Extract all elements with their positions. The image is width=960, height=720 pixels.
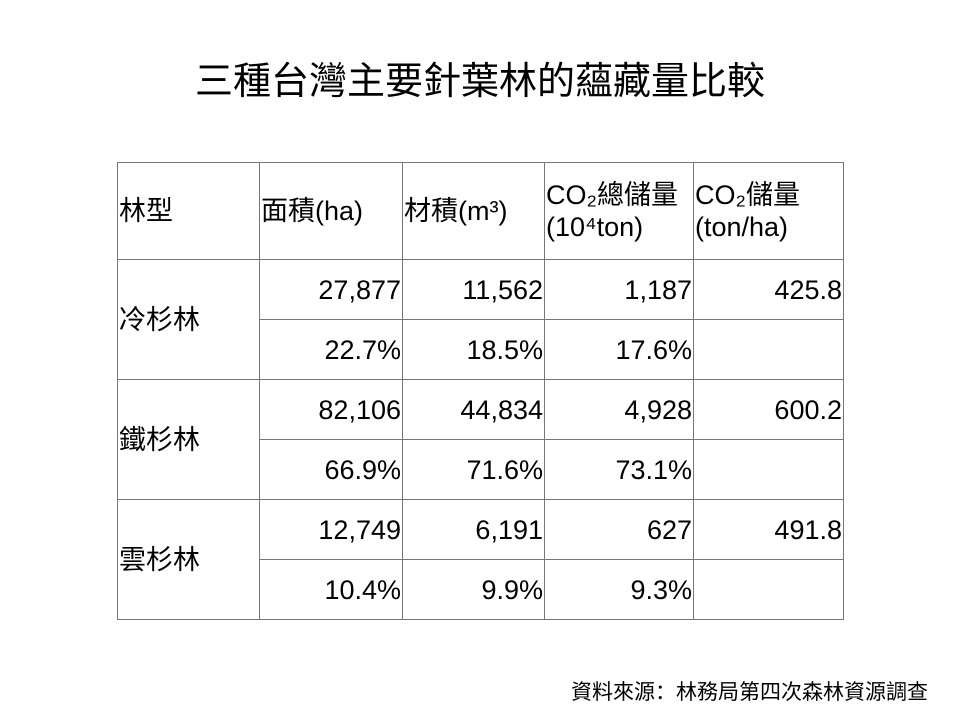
value-cell: 425.8	[693, 259, 844, 320]
value-cell: 27,877	[259, 259, 403, 320]
header-row: 林型 面積(ha) 材積(m³) CO₂總儲量(10⁴ton) CO₂儲量(ton/ha…	[117, 162, 844, 260]
share-cell: 22.7%	[259, 319, 403, 380]
empty-cell	[693, 319, 844, 380]
value-cell: 6,191	[402, 499, 545, 560]
share-cell: 73.1%	[544, 439, 694, 500]
header-cell: CO₂儲量(ton/ha)	[693, 162, 844, 260]
group-name: 鐵杉林	[117, 379, 260, 500]
share-row: 66.9% 71.6% 73.1%	[118, 439, 844, 500]
value-cell: 4,928	[544, 379, 694, 440]
slide-title: 三種台灣主要針葉林的蘊藏量比較	[194, 61, 765, 103]
value-row: 雲杉林 12,749 6,191 627 491.8	[117, 499, 844, 620]
share-cell: 66.9%	[259, 439, 403, 500]
value-row: 鐵杉林 82,106 44,834 4,928 600.2	[117, 379, 844, 500]
value-cell: 627	[544, 499, 694, 560]
value-cell: 491.8	[693, 499, 844, 560]
source-note: 資料來源：林務局第四次森林資源調查	[571, 681, 928, 704]
header-cell: CO₂總儲量(10⁴ton)	[544, 162, 694, 260]
empty-cell	[693, 439, 844, 500]
share-cell: 9.9%	[402, 559, 545, 620]
header-cell: 面積(ha)	[259, 162, 403, 260]
group-name: 雲杉林	[117, 499, 260, 620]
data-table: 林型 面積(ha) 材積(m³) CO₂總儲量(10⁴ton) CO₂儲量(ton/ha…	[117, 162, 844, 620]
empty-cell	[693, 559, 844, 620]
value-cell: 1,187	[544, 259, 694, 320]
share-cell: 9.3%	[544, 559, 694, 620]
value-cell: 44,834	[402, 379, 545, 440]
group-name: 冷杉林	[117, 259, 260, 380]
header-cell: 林型	[117, 162, 260, 260]
value-cell: 12,749	[259, 499, 403, 560]
value-cell: 82,106	[259, 379, 403, 440]
value-cell: 600.2	[693, 379, 844, 440]
table-body: 林型 面積(ha) 材積(m³) CO₂總儲量(10⁴ton) CO₂儲量(ton/ha…	[117, 162, 844, 620]
value-row: 冷杉林 27,877 11,562 1,187 425.8	[117, 259, 844, 380]
share-row: 10.4% 9.9% 9.3%	[118, 559, 844, 620]
value-cell: 11,562	[402, 259, 545, 320]
share-cell: 18.5%	[402, 319, 545, 380]
share-cell: 10.4%	[259, 559, 403, 620]
share-cell: 17.6%	[544, 319, 694, 380]
header-cell: 材積(m³)	[402, 162, 545, 260]
share-cell: 71.6%	[402, 439, 545, 500]
